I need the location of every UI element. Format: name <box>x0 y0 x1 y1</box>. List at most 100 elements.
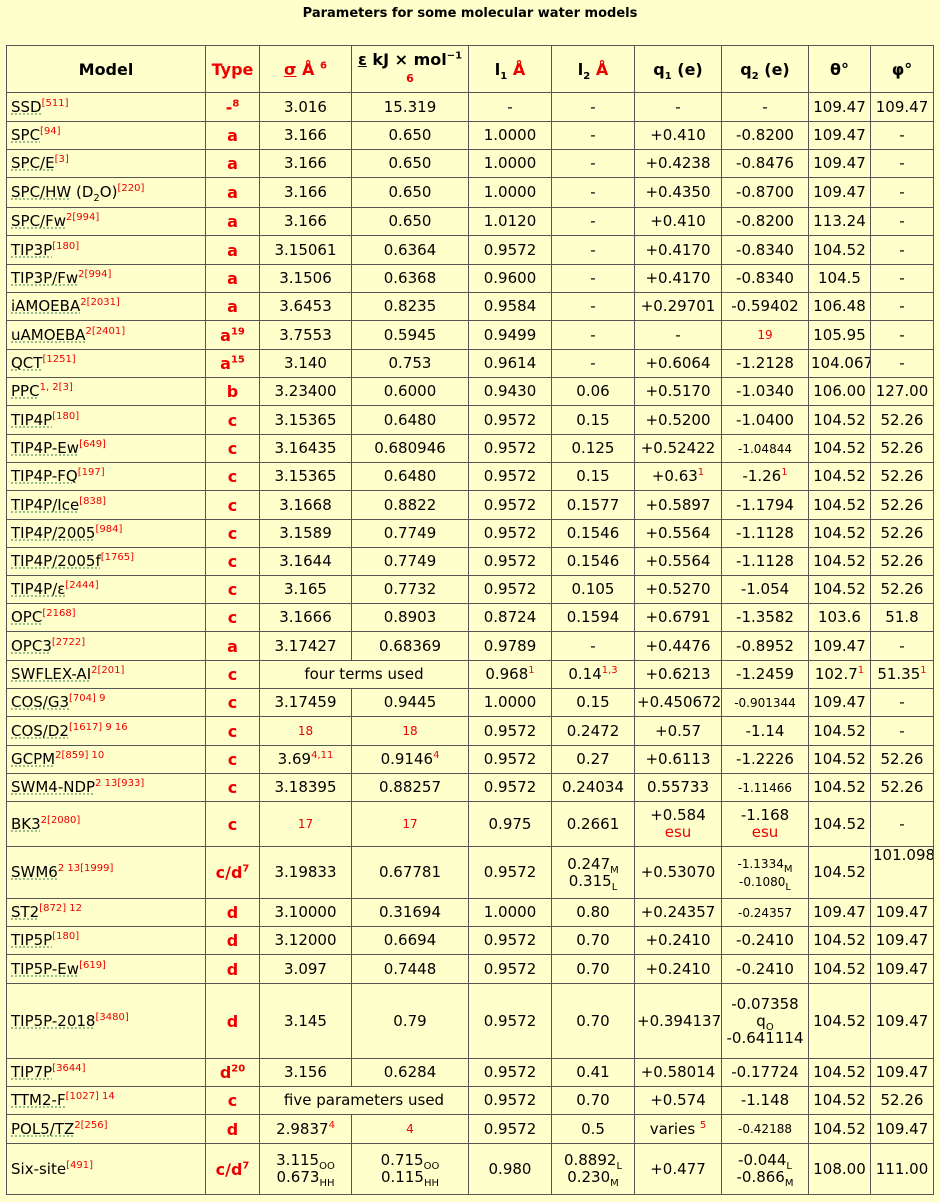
epsilon-ref[interactable]: 17 <box>402 817 418 831</box>
model-refs[interactable]: [1765] <box>100 552 134 563</box>
model-link[interactable]: TIP4P/ε <box>11 580 66 598</box>
model-link[interactable]: TIP5P <box>11 931 53 949</box>
model-refs[interactable]: [1027] 14 <box>65 1091 115 1102</box>
model-link[interactable]: TIP4P-FQ <box>11 467 78 485</box>
model-link[interactable]: SSD <box>11 97 42 116</box>
model-link[interactable]: BK3 <box>11 814 41 833</box>
model-notes[interactable]: 2 <box>66 212 73 223</box>
model-link[interactable]: OPC <box>11 608 43 626</box>
model-refs[interactable]: [933] <box>117 778 145 789</box>
model-refs[interactable]: [2722] <box>51 636 86 648</box>
q2-ref[interactable]: 1 <box>781 467 788 478</box>
model-link[interactable]: TIP4P/Ice <box>11 495 80 514</box>
epsilon-ref[interactable]: 18 <box>402 724 418 738</box>
epsilon-ref[interactable]: 4 <box>406 1122 414 1136</box>
model-link[interactable]: COS/D2 <box>11 721 69 740</box>
model-refs[interactable]: [2080] <box>47 814 81 826</box>
model-link[interactable]: SWM6 <box>11 863 58 881</box>
model-link[interactable]: TIP4P-Ew <box>11 439 80 457</box>
phi-ref[interactable]: 1 <box>920 665 927 676</box>
model-refs[interactable]: [3644] <box>52 1063 86 1074</box>
model-refs[interactable]: [2168] <box>42 608 76 619</box>
model-refs[interactable]: [872] 12 <box>39 903 83 914</box>
model-refs[interactable]: [619] <box>79 959 106 971</box>
theta-ref[interactable]: 1 <box>857 665 865 676</box>
model-refs[interactable]: [3] <box>58 382 73 393</box>
model-notes[interactable]: 2 <box>91 665 98 676</box>
model-notes[interactable]: 2 <box>74 1119 81 1131</box>
model-refs[interactable]: [511] <box>41 97 69 109</box>
model-link[interactable]: OPC3 <box>11 636 52 655</box>
model-refs[interactable]: [1999] <box>80 863 114 874</box>
sigma-ref[interactable]: 18 <box>297 724 314 738</box>
model-refs[interactable]: [859] 10 <box>61 750 105 761</box>
type-ref[interactable]: 7 <box>242 1160 250 1172</box>
model-refs[interactable]: [984] <box>95 524 123 535</box>
model-notes[interactable]: 2 <box>40 814 48 826</box>
l2-ref[interactable]: 1,3 <box>601 665 618 676</box>
model-link[interactable]: uAMOEBA <box>11 325 86 344</box>
model-link[interactable]: iAMOEBA <box>11 297 81 315</box>
model-link[interactable]: TTM2-F <box>11 1091 66 1109</box>
model-link[interactable]: TIP5P-2018 <box>11 1011 96 1030</box>
model-refs[interactable]: [2031] <box>86 297 120 308</box>
model-link[interactable]: TIP4P/2005 <box>11 524 96 542</box>
model-refs[interactable]: [2444] <box>65 580 99 591</box>
model-refs[interactable]: [1617] 9 16 <box>68 721 128 733</box>
q1-ref[interactable]: 5 <box>699 1119 707 1131</box>
model-link[interactable]: TIP3P <box>11 240 53 259</box>
l1-ref[interactable]: 1 <box>528 665 535 676</box>
model-link[interactable]: TIP4P <box>11 410 53 429</box>
model-link[interactable]: COS/G3 <box>11 693 70 711</box>
q2-ref[interactable]: 19 <box>757 328 773 342</box>
model-refs[interactable]: [491] <box>66 1159 93 1171</box>
model-notes[interactable]: 2 <box>55 750 62 761</box>
q1-ref[interactable]: 1 <box>697 467 705 478</box>
model-link[interactable]: TIP4P/2005f <box>11 552 101 570</box>
type-ref[interactable]: 8 <box>232 98 240 110</box>
model-link[interactable]: ST2 <box>11 903 40 921</box>
model-notes[interactable]: 1, 2 <box>39 382 59 393</box>
model-refs[interactable]: [704] 9 <box>69 693 106 704</box>
model-refs[interactable]: [220] <box>117 183 145 194</box>
model-refs[interactable]: [994] <box>72 212 100 223</box>
model-refs[interactable]: [3480] <box>95 1011 129 1023</box>
model-link[interactable]: SPC/E <box>11 154 55 172</box>
model-link[interactable]: PPC <box>11 382 40 400</box>
type-ref[interactable]: 15 <box>230 354 245 366</box>
model-refs[interactable]: [838] <box>79 495 107 507</box>
sigma-ref[interactable]: 17 <box>297 817 314 831</box>
model-refs[interactable]: [2401] <box>91 325 126 337</box>
sigma-ref[interactable]: 4,11 <box>311 750 334 761</box>
model-link[interactable]: SPC <box>11 126 41 144</box>
model-refs[interactable]: [180] <box>52 931 80 942</box>
model-refs[interactable]: [201] <box>97 665 125 676</box>
model-refs[interactable]: [1251] <box>42 354 76 365</box>
model-link[interactable]: TIP5P-Ew <box>11 959 80 978</box>
model-notes[interactable]: 2 <box>78 269 85 280</box>
model-link[interactable]: GCPM <box>11 750 56 768</box>
model-refs[interactable]: [3] <box>54 154 69 165</box>
model-refs[interactable]: [180] <box>52 410 80 422</box>
model-notes[interactable]: 2 13 <box>95 778 118 789</box>
model-refs[interactable]: [94] <box>40 126 61 137</box>
model-refs[interactable]: [256] <box>80 1119 108 1131</box>
model-link[interactable]: POL5/TZ <box>11 1119 75 1138</box>
type-ref[interactable]: 7 <box>242 863 250 875</box>
type-ref[interactable]: 19 <box>230 326 245 338</box>
model-refs[interactable]: [994] <box>84 269 112 280</box>
model-link[interactable]: TIP7P <box>11 1063 53 1081</box>
model-link[interactable]: SPC/Fw <box>11 212 66 230</box>
model-notes[interactable]: 2 13 <box>57 863 81 874</box>
model-link[interactable]: QCT <box>11 354 43 372</box>
model-refs[interactable]: [180] <box>52 240 80 252</box>
model-refs[interactable]: [649] <box>79 439 106 450</box>
model-link[interactable]: SWM4-NDP <box>11 778 96 796</box>
type-ref[interactable]: 20 <box>231 1063 246 1075</box>
model-notes[interactable]: 2 <box>80 297 87 308</box>
epsilon-ref[interactable]: 4 <box>433 750 440 761</box>
model-link[interactable]: SPC/HW <box>11 183 72 201</box>
sigma-ref[interactable]: 4 <box>328 1119 335 1131</box>
model-refs[interactable]: [197] <box>77 467 105 478</box>
model-notes[interactable]: 2 <box>85 325 92 337</box>
